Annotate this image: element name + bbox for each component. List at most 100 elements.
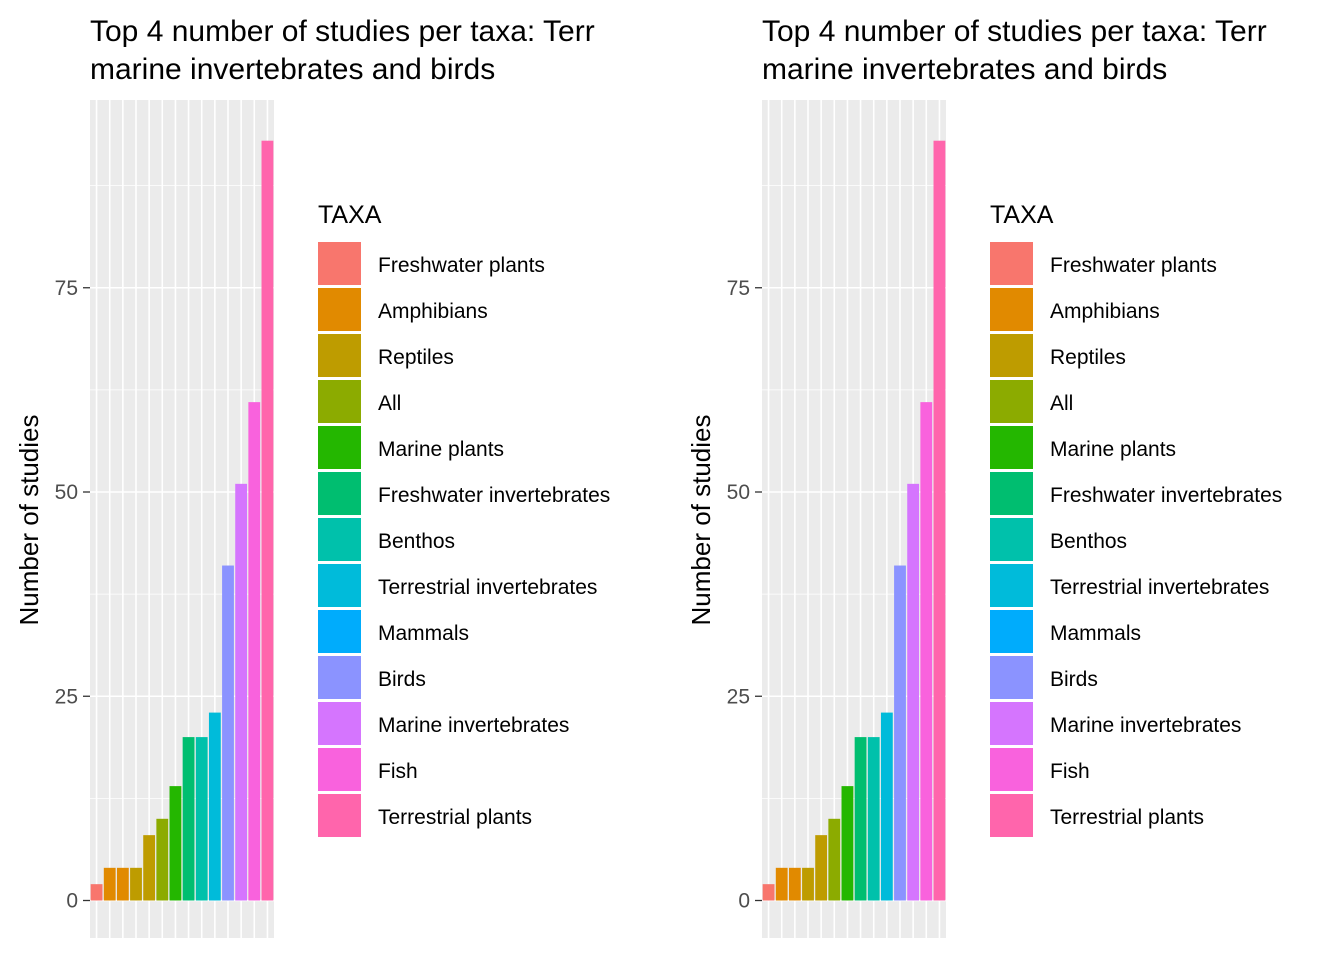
- y-tick-label: 75: [727, 277, 750, 300]
- bar-amphibians: [775, 867, 788, 901]
- legend-label-marine-invertebrates: Marine invertebrates: [378, 714, 569, 737]
- bar-terrestrial-plants: [261, 140, 274, 901]
- bar-marine-plants: [169, 786, 182, 901]
- legend-label-fish: Fish: [378, 760, 418, 783]
- legend-swatch-birds: [318, 656, 361, 699]
- legend-label-reptiles: Reptiles: [378, 346, 454, 369]
- chart-title-line-2: marine invertebrates and birds: [90, 53, 495, 86]
- bar-amphibians: [788, 867, 801, 901]
- legend: Freshwater plants Amphibians Reptiles All Ma…: [990, 242, 1282, 837]
- legend-label-amphibians: Amphibians: [1050, 300, 1160, 323]
- legend-label-all: All: [1050, 392, 1073, 415]
- legend-swatch-freshwater-invertebrates: [318, 472, 361, 515]
- y-axis-title: Number of studies: [14, 415, 44, 626]
- bar-fish: [920, 402, 933, 901]
- legend-swatch-terrestrial-invertebrates: [318, 564, 361, 607]
- legend-swatch-amphibians: [990, 288, 1033, 331]
- legend-swatch-birds: [990, 656, 1033, 699]
- legend: Freshwater plants Amphibians Reptiles All Ma…: [318, 242, 610, 837]
- legend-swatch-mammals: [318, 610, 361, 653]
- bar-series: [762, 140, 946, 901]
- bar-terrestrial-invertebrates: [208, 712, 221, 901]
- bar-all: [156, 818, 169, 901]
- legend-label-freshwater-plants: Freshwater plants: [1050, 254, 1217, 277]
- legend-swatch-mammals: [990, 610, 1033, 653]
- y-tick-label: 50: [55, 481, 78, 504]
- bar-benthos: [867, 737, 880, 901]
- legend-label-marine-plants: Marine plants: [1050, 438, 1176, 461]
- legend-label-mammals: Mammals: [378, 622, 469, 645]
- legend-label-all: All: [378, 392, 401, 415]
- legend-label-benthos: Benthos: [1050, 530, 1127, 553]
- legend-label-benthos: Benthos: [378, 530, 455, 553]
- y-axis-ticks: 0 25 50 75: [55, 277, 90, 913]
- legend-label-freshwater-plants: Freshwater plants: [378, 254, 545, 277]
- legend-label-freshwater-invertebrates: Freshwater invertebrates: [1050, 484, 1282, 507]
- legend-swatch-all: [990, 380, 1033, 423]
- chart-title-line-1: Top 4 number of studies per taxa: Terr: [90, 15, 595, 48]
- bar-series: [90, 140, 274, 901]
- legend-swatch-marine-invertebrates: [318, 702, 361, 745]
- legend-swatch-marine-plants: [990, 426, 1033, 469]
- bar-amphibians: [103, 867, 116, 901]
- legend-swatch-freshwater-invertebrates: [990, 472, 1033, 515]
- legend-swatch-fish: [990, 748, 1033, 791]
- legend-swatch-marine-plants: [318, 426, 361, 469]
- bar-reptiles: [802, 867, 814, 901]
- chart-panel-1: Top 4 number of studies per taxa: Terr m…: [14, 15, 610, 938]
- y-tick-label: 50: [727, 481, 750, 504]
- legend-swatch-terrestrial-plants: [318, 794, 361, 837]
- legend-swatch-amphibians: [318, 288, 361, 331]
- bar-freshwater-plants: [90, 884, 103, 901]
- legend-swatch-marine-invertebrates: [990, 702, 1033, 745]
- legend-label-reptiles: Reptiles: [1050, 346, 1126, 369]
- bar-freshwater-invertebrates: [854, 737, 867, 901]
- legend-label-terrestrial-plants: Terrestrial plants: [378, 806, 532, 829]
- legend-label-birds: Birds: [378, 668, 426, 691]
- legend-label-fish: Fish: [1050, 760, 1090, 783]
- y-tick-label: 0: [66, 890, 78, 913]
- legend-title: TAXA: [318, 201, 382, 229]
- y-tick-label: 25: [55, 685, 78, 708]
- bar-benthos: [195, 737, 208, 901]
- legend-swatch-all: [318, 380, 361, 423]
- legend-swatch-benthos: [990, 518, 1033, 561]
- bar-freshwater-plants: [762, 884, 775, 901]
- legend-title: TAXA: [990, 201, 1054, 229]
- bar-fish: [248, 402, 261, 901]
- y-axis-ticks: 0 25 50 75: [727, 277, 762, 913]
- legend-label-amphibians: Amphibians: [378, 300, 488, 323]
- y-tick-label: 25: [727, 685, 750, 708]
- chart-title-line-1: Top 4 number of studies per taxa: Terr: [762, 15, 1267, 48]
- legend-swatch-fish: [318, 748, 361, 791]
- y-tick-label: 75: [55, 277, 78, 300]
- chart-panel-2: Top 4 number of studies per taxa: Terr m…: [686, 15, 1282, 938]
- bar-marine-invertebrates: [235, 483, 248, 901]
- legend-swatch-freshwater-plants: [990, 242, 1033, 285]
- legend-swatch-terrestrial-invertebrates: [990, 564, 1033, 607]
- bar-freshwater-invertebrates: [182, 737, 195, 901]
- legend-label-terrestrial-invertebrates: Terrestrial invertebrates: [378, 576, 597, 599]
- y-axis-title: Number of studies: [686, 415, 716, 626]
- bar-terrestrial-plants: [933, 140, 946, 901]
- bar-reptiles: [143, 835, 156, 901]
- legend-label-terrestrial-invertebrates: Terrestrial invertebrates: [1050, 576, 1269, 599]
- legend-label-marine-plants: Marine plants: [378, 438, 504, 461]
- legend-label-freshwater-invertebrates: Freshwater invertebrates: [378, 484, 610, 507]
- y-tick-label: 0: [738, 890, 750, 913]
- legend-label-terrestrial-plants: Terrestrial plants: [1050, 806, 1204, 829]
- bar-reptiles: [130, 867, 142, 901]
- legend-label-marine-invertebrates: Marine invertebrates: [1050, 714, 1241, 737]
- bar-reptiles: [815, 835, 828, 901]
- bar-marine-invertebrates: [907, 483, 920, 901]
- legend-label-mammals: Mammals: [1050, 622, 1141, 645]
- bar-terrestrial-invertebrates: [880, 712, 893, 901]
- legend-swatch-benthos: [318, 518, 361, 561]
- bar-amphibians: [116, 867, 129, 901]
- bar-birds: [222, 565, 234, 901]
- bar-birds: [894, 565, 906, 901]
- legend-swatch-reptiles: [318, 334, 361, 377]
- legend-swatch-terrestrial-plants: [990, 794, 1033, 837]
- legend-swatch-reptiles: [990, 334, 1033, 377]
